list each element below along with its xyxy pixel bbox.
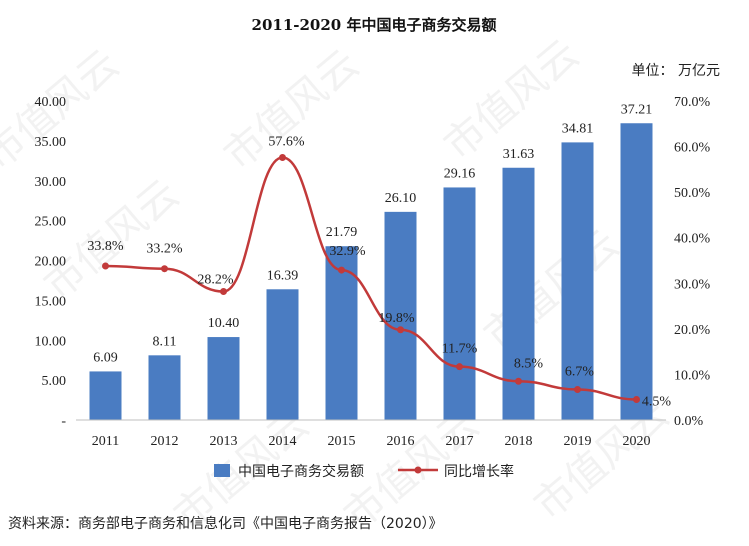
- x-tick-label-2016: 2016: [387, 434, 415, 449]
- unit-label: 单位： 万亿元: [632, 63, 720, 79]
- line-label-2011: 33.8%: [87, 239, 124, 254]
- line-label-2013: 28.2%: [197, 272, 234, 287]
- right-tick-label-6: 60.0%: [674, 141, 711, 156]
- legend-bar-label: 中国电子商务交易额: [238, 463, 364, 480]
- left-tick-label-3: 15.00: [35, 294, 67, 309]
- line-label-2019: 6.7%: [565, 364, 595, 379]
- x-tick-label-2015: 2015: [328, 434, 356, 449]
- bar-2014: [266, 289, 299, 420]
- right-tick-label-1: 10.0%: [674, 368, 711, 383]
- right-axis: 0.0% 10.0% 20.0% 30.0% 40.0% 50.0% 60.0% 70.0%: [674, 95, 711, 429]
- line-point-2011: [102, 262, 109, 270]
- bar-label-2013: 10.40: [208, 316, 240, 331]
- watermark-text-6: 市值风云: [526, 391, 678, 529]
- legend-line-label: 同比增长率: [444, 463, 514, 480]
- line-point-2012: [161, 265, 168, 273]
- x-tick-label-2020: 2020: [623, 434, 651, 449]
- left-tick-label-0: -: [61, 414, 66, 429]
- line-point-2016: [397, 326, 404, 334]
- line-label-2015: 32.9%: [329, 244, 366, 259]
- right-tick-label-4: 40.0%: [674, 232, 711, 247]
- bar-label-2020: 37.21: [621, 102, 653, 117]
- line-series: 33.8% 33.2% 28.2% 57.6% 32.9% 19.8% 11.7% 8.5% 6…: [87, 135, 671, 410]
- left-tick-label-2: 10.00: [35, 334, 67, 349]
- bar-2017: [443, 187, 476, 420]
- bar-label-2019: 34.81: [562, 121, 594, 136]
- left-tick-label-5: 25.00: [35, 215, 67, 230]
- left-tick-label-8: 40.00: [35, 95, 67, 110]
- watermark-text-5: 市值风云: [0, 41, 128, 179]
- line-point-2020: [633, 395, 640, 403]
- bar-2012: [148, 355, 181, 420]
- x-tick-label-2014: 2014: [269, 434, 297, 449]
- line-point-2019: [574, 385, 581, 393]
- bar-2013: [207, 337, 240, 420]
- line-label-2014: 57.6%: [268, 135, 305, 150]
- x-tick-label-2017: 2017: [446, 434, 474, 449]
- line-label-2020: 4.5%: [642, 394, 672, 409]
- right-tick-label-2: 20.0%: [674, 323, 711, 338]
- x-tick-label-2013: 2013: [210, 434, 238, 449]
- source-note: 资料来源：商务部电子商务和信息化司《中国电子商务报告（2020）》: [8, 515, 443, 532]
- bar-2011: [89, 371, 122, 420]
- bar-2016: [384, 211, 417, 420]
- legend-line-marker: [414, 466, 422, 474]
- bar-label-2016: 26.10: [385, 191, 417, 206]
- bar-label-2015: 21.79: [326, 225, 358, 240]
- line-label-2012: 33.2%: [146, 242, 183, 257]
- legend: 中国电子商务交易额 同比增长率: [214, 463, 514, 480]
- left-axis: - 5.00 10.00 15.00 20.00 25.00 30.00 35.00 40.00: [35, 95, 67, 429]
- bar-label-2017: 29.16: [444, 166, 476, 181]
- right-tick-label-5: 50.0%: [674, 186, 711, 201]
- bar-2020: [620, 123, 653, 421]
- legend-bar-swatch: [214, 464, 230, 477]
- line-point-2013: [220, 287, 227, 295]
- right-tick-label-3: 30.0%: [674, 277, 711, 292]
- x-axis: 2011 2012 2013 2014 2015 2016 2017 2018 2019 2020: [76, 419, 666, 449]
- line-point-2017: [456, 363, 463, 371]
- x-tick-label-2019: 2019: [564, 434, 592, 449]
- x-tick-label-2018: 2018: [505, 434, 533, 449]
- line-point-2015: [338, 266, 345, 274]
- line-label-2018: 8.5%: [514, 356, 544, 371]
- x-tick-label-2012: 2012: [151, 434, 179, 449]
- bar-label-2018: 31.63: [503, 147, 535, 162]
- line-label-2017: 11.7%: [442, 342, 478, 357]
- bar-2019: [561, 142, 594, 420]
- watermark-text-1: 市值风云: [216, 41, 368, 179]
- left-tick-label-7: 35.00: [35, 135, 67, 150]
- line-point-2014: [279, 154, 286, 162]
- watermark-text-4: 市值风云: [476, 221, 628, 359]
- bar-label-2014: 16.39: [267, 268, 299, 283]
- right-tick-label-0: 0.0%: [674, 414, 704, 429]
- line-label-2016: 19.8%: [378, 311, 415, 326]
- bar-label-2012: 8.11: [153, 334, 177, 349]
- left-tick-label-1: 5.00: [42, 374, 67, 389]
- line-point-2018: [515, 377, 522, 385]
- right-tick-label-7: 70.0%: [674, 95, 711, 110]
- chart-title: 2011-2020 年中国电子商务交易额: [252, 16, 497, 34]
- left-tick-label-4: 20.00: [35, 255, 67, 270]
- growth-line: [105, 156, 637, 401]
- left-tick-label-6: 30.00: [35, 175, 67, 190]
- x-tick-label-2011: 2011: [92, 434, 119, 449]
- bar-label-2011: 6.09: [93, 350, 118, 365]
